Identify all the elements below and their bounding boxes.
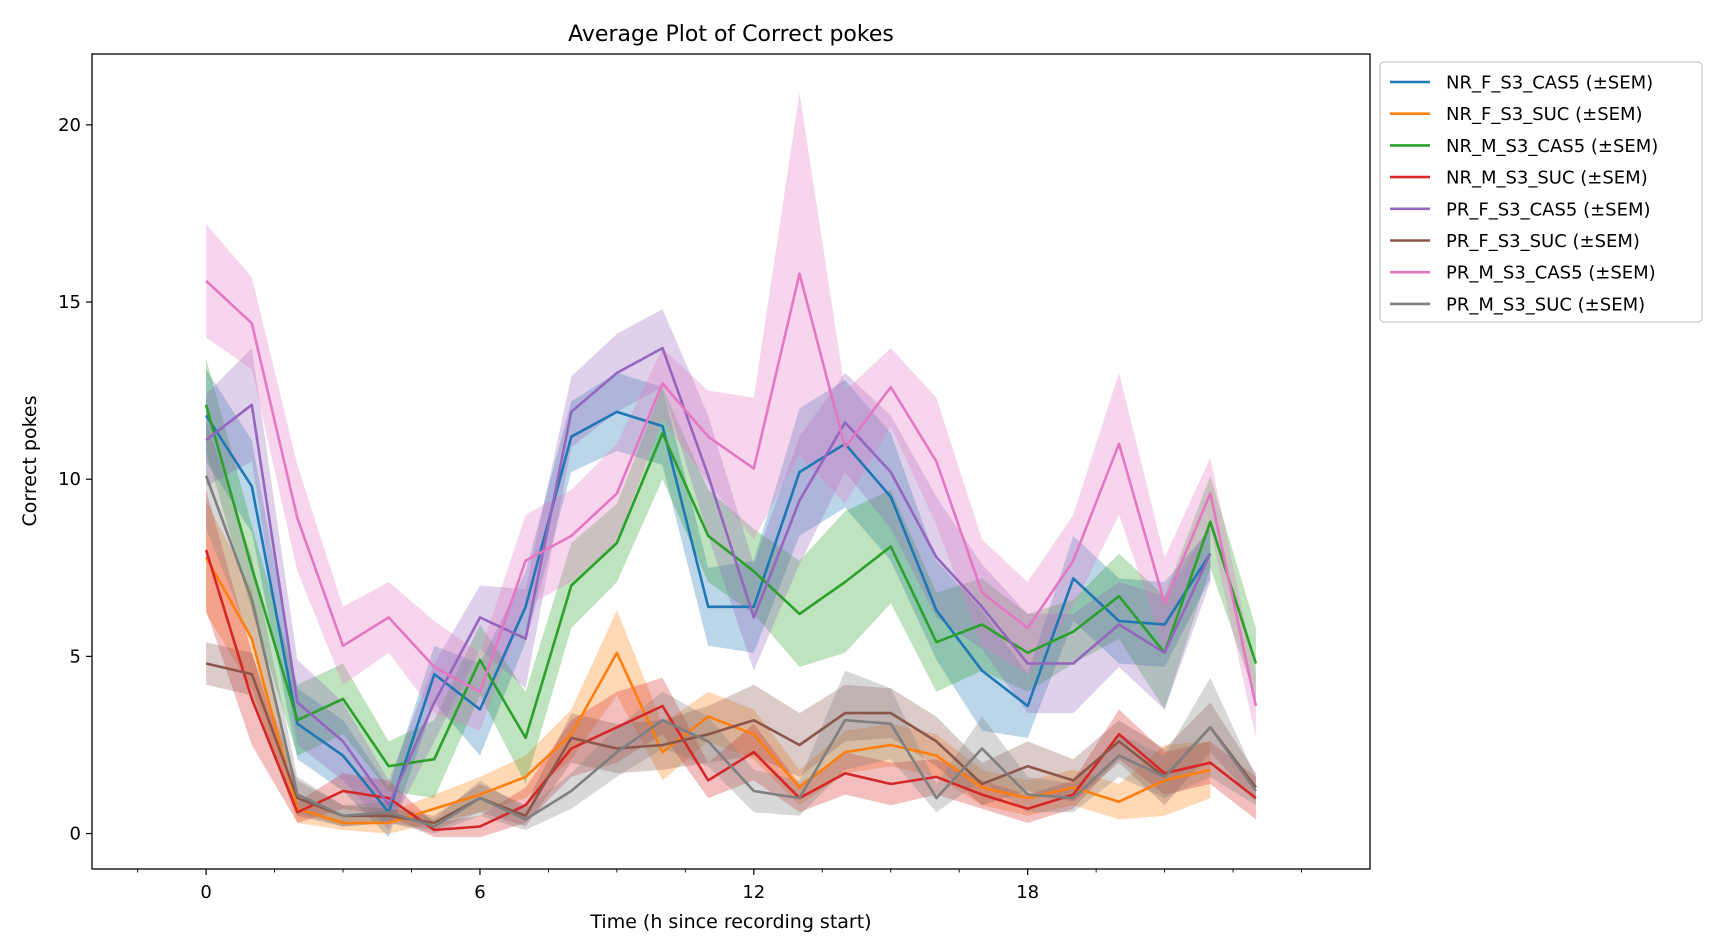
- legend-label-0: NR_F_S3_CAS5 (±SEM): [1446, 73, 1653, 94]
- legend-label-2: NR_M_S3_CAS5 (±SEM): [1446, 136, 1658, 157]
- series-line-4: [205, 346, 1212, 807]
- legend-frame: [1379, 61, 1703, 323]
- y-axis-label: Correct pokes: [19, 396, 41, 527]
- y-tick-label: 15: [58, 292, 81, 313]
- y-tick-label: 0: [70, 824, 81, 845]
- y-tick-label: 20: [58, 115, 81, 136]
- sem-band-6: [206, 93, 1256, 738]
- x-tick-label: 0: [200, 882, 211, 903]
- y-tick-label: 10: [58, 469, 81, 490]
- series-lines: [204, 272, 1258, 832]
- sem-band-2: [206, 358, 1256, 799]
- legend-label-3: NR_M_S3_SUC (±SEM): [1446, 168, 1648, 189]
- legend-label-6: PR_M_S3_CAS5 (±SEM): [1446, 263, 1656, 284]
- x-axis-label: Time (h since recording start): [589, 911, 871, 933]
- series-line-6: [205, 272, 1258, 707]
- plot-frame: [91, 53, 1371, 870]
- legend: NR_F_S3_CAS5 (±SEM) NR_F_S3_SUC (±SEM) NR_…: [1379, 61, 1703, 323]
- sem-band-7: [206, 422, 1256, 834]
- x-tick-label: 12: [742, 882, 765, 903]
- x-tick-label: 18: [1016, 882, 1039, 903]
- legend-label-7: PR_M_S3_SUC (±SEM): [1446, 294, 1645, 315]
- legend-label-4: PR_F_S3_CAS5 (±SEM): [1446, 199, 1651, 220]
- y-axis-ticks: 0 5 10 15 20: [58, 115, 92, 845]
- legend-label-5: PR_F_S3_SUC (±SEM): [1446, 231, 1640, 252]
- series-line-2: [204, 404, 1258, 768]
- series-line-5: [205, 662, 1257, 825]
- sem-band-5: [206, 642, 1256, 830]
- x-axis-ticks: 0 6 12 18: [137, 869, 1302, 903]
- y-tick-label: 5: [70, 646, 81, 667]
- series-line-7: [204, 475, 1257, 828]
- x-tick-label: 6: [474, 882, 485, 903]
- legend-label-1: NR_F_S3_SUC (±SEM): [1446, 104, 1643, 125]
- chart-title: Average Plot of Correct pokes: [568, 22, 894, 47]
